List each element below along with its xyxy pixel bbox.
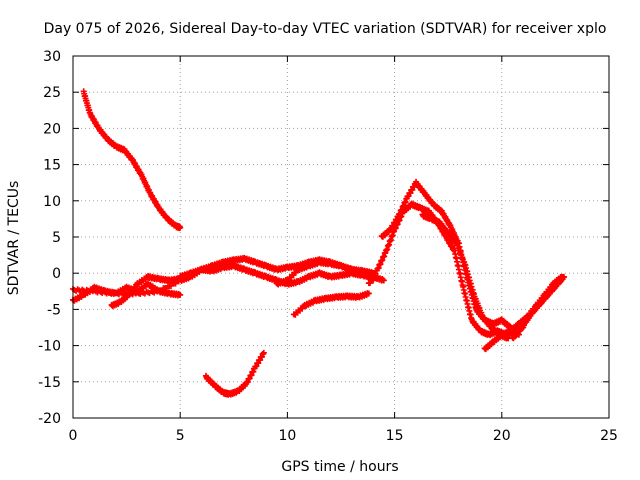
series-arc-13 (509, 273, 567, 342)
series-arc-1 (80, 88, 184, 232)
y-tick-label: -10 (38, 339, 61, 355)
y-tick-label: -15 (38, 375, 61, 391)
series-arc-11 (419, 211, 512, 342)
data-point (560, 273, 567, 280)
chart-title: Day 075 of 2026, Sidereal Day-to-day VTE… (44, 21, 607, 37)
data-point (177, 224, 184, 231)
y-tick-label: -20 (38, 411, 61, 427)
y-tick-label: 0 (52, 266, 61, 282)
y-tick-label: 25 (43, 85, 61, 101)
plot-area (70, 88, 567, 398)
x-axis-title: GPS time / hours (281, 459, 398, 475)
y-tick-label: 20 (43, 121, 61, 137)
series-arc-8 (290, 290, 372, 318)
grid (73, 56, 609, 418)
series-arc-7 (273, 258, 377, 288)
x-tick-label: 20 (493, 428, 511, 444)
x-tick-label: 10 (278, 428, 296, 444)
y-axis-title: SDTVAR / TECUs (6, 181, 22, 296)
x-tick-label: 0 (69, 428, 78, 444)
y-tick-label: 10 (43, 194, 61, 210)
data-point (380, 277, 387, 284)
y-tick-label: 15 (43, 158, 61, 174)
data-point (260, 349, 267, 356)
axis-ticks: 0 5 10 15 20 25 -20 -15 -10 -5 0 5 10 15 20 25 30 (38, 49, 618, 444)
data-point (365, 290, 372, 297)
y-tick-label: 30 (43, 49, 61, 65)
x-tick-label: 25 (600, 428, 618, 444)
series-arc-2 (202, 349, 267, 398)
series-arc-5 (108, 272, 184, 310)
data-point (177, 291, 184, 298)
x-tick-label: 15 (386, 428, 404, 444)
y-tick-label: 5 (52, 230, 61, 246)
y-tick-label: -5 (47, 302, 61, 318)
x-tick-label: 5 (176, 428, 185, 444)
series-arc-10 (378, 178, 522, 338)
